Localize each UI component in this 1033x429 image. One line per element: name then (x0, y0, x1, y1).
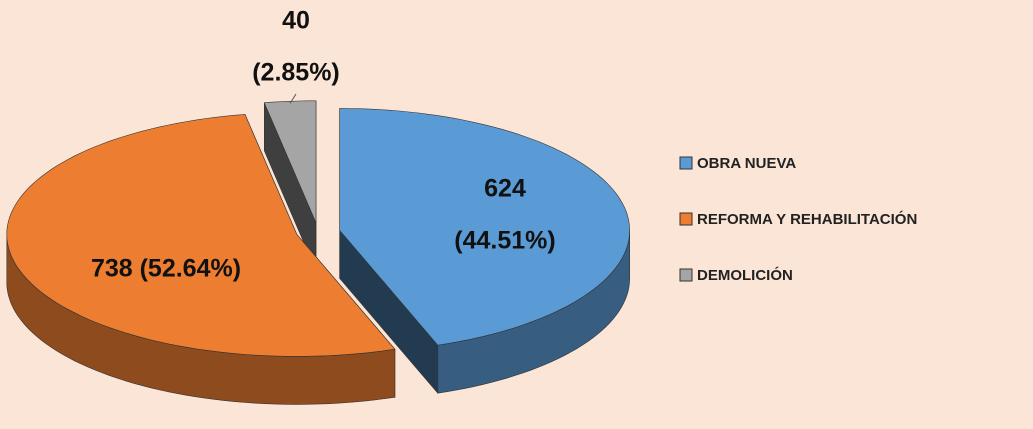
data-label: 40 (282, 7, 310, 35)
data-label: 738 (52.64%) (91, 255, 241, 283)
legend-swatch (679, 212, 693, 226)
pie-tops (6, 100, 630, 357)
data-label: 624 (484, 175, 526, 203)
slice (263, 100, 317, 223)
data-label: (44.51%) (454, 227, 555, 255)
slice (339, 108, 630, 346)
leader-line (289, 93, 297, 104)
legend-label: REFORMA Y REHABILITACIÓN (697, 210, 917, 228)
legend-swatch (679, 268, 693, 282)
labels: 624 (44.51%) 738 (52.64%) 40 (2.85%) OBRA NUE… (91, 7, 917, 284)
legend-swatch (679, 156, 693, 170)
slice (6, 114, 396, 357)
legend-label: OBRA NUEVA (697, 155, 796, 172)
data-label: (2.85%) (252, 59, 340, 87)
legend-label: DEMOLICIÓN (697, 266, 793, 284)
